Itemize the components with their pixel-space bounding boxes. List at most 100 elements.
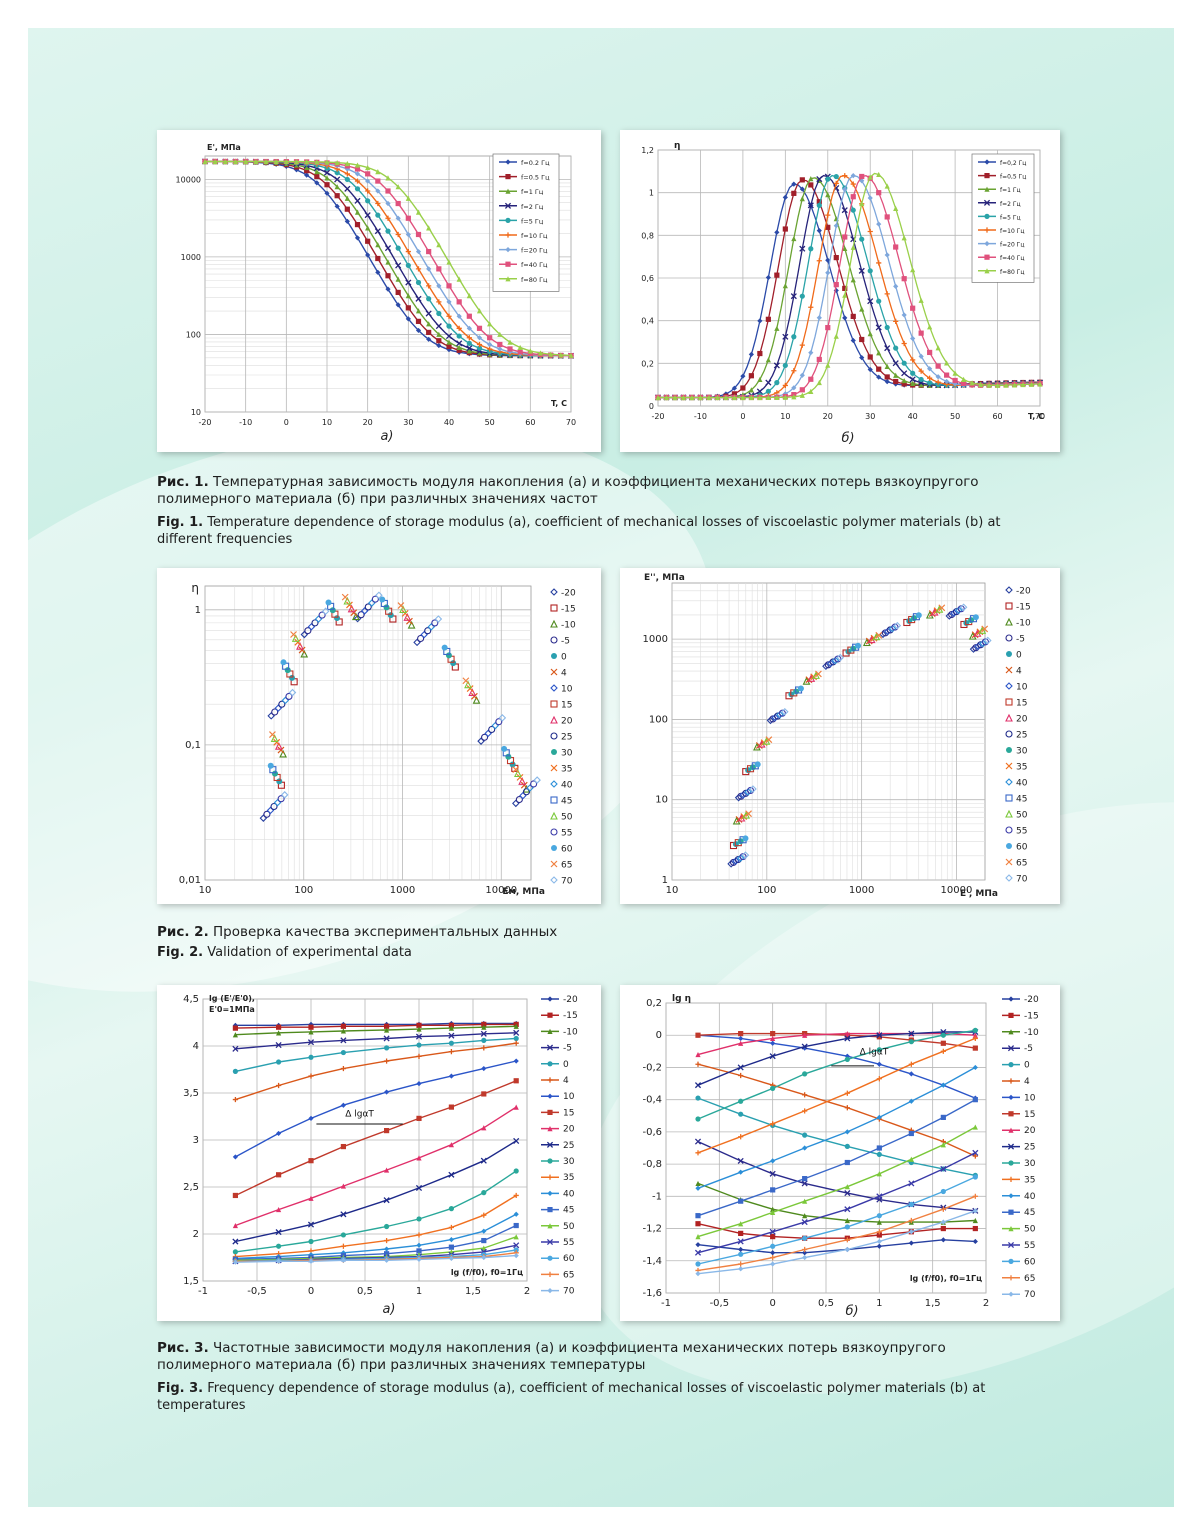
data-point	[825, 362, 831, 368]
data-point	[972, 1149, 979, 1156]
data-point	[488, 725, 496, 734]
data-point	[395, 231, 401, 238]
data-point	[738, 1072, 744, 1079]
data-point	[884, 627, 892, 636]
data-point	[448, 1142, 454, 1148]
data-point	[466, 313, 472, 319]
data-point	[927, 366, 933, 372]
data-point	[466, 685, 474, 692]
data-point	[344, 185, 351, 192]
data-point	[276, 1082, 282, 1089]
data-point	[876, 298, 882, 304]
legend-label: 15	[1024, 1110, 1035, 1120]
y-axis-label: η	[674, 141, 680, 151]
data-point	[844, 1053, 850, 1059]
legend-label: f=0.2 Гц	[521, 159, 550, 167]
data-point	[405, 262, 411, 269]
data-point	[893, 621, 902, 630]
data-point	[202, 158, 208, 165]
data-point	[884, 363, 890, 369]
legend-label: 4	[563, 1076, 569, 1086]
data-point	[901, 370, 908, 377]
data-point	[741, 851, 750, 859]
legend-label: 25	[1024, 1143, 1035, 1153]
data-point	[293, 158, 300, 165]
caption-number: Рис. 2.	[157, 924, 209, 940]
data-point	[364, 212, 371, 219]
data-point	[481, 1065, 487, 1072]
legend-label: 70	[1016, 875, 1028, 885]
data-point	[232, 1096, 238, 1103]
data-point	[867, 354, 873, 360]
data-point	[384, 1257, 390, 1263]
x-tick-label: 2	[524, 1286, 530, 1297]
data-point	[232, 1154, 238, 1160]
data-point	[799, 177, 805, 183]
data-point	[384, 245, 392, 252]
plot-area	[671, 582, 986, 881]
data-point	[770, 1254, 776, 1261]
data-point	[672, 394, 678, 401]
data-point	[884, 252, 890, 258]
legend-label: 30	[563, 1157, 575, 1167]
panel-label: б)	[845, 1304, 858, 1319]
legend-marker	[547, 1158, 553, 1164]
data-point	[972, 1174, 978, 1180]
x-tick-label: 100	[757, 885, 776, 896]
data-point	[232, 158, 239, 165]
data-point	[468, 688, 477, 696]
data-point	[395, 245, 401, 251]
data-point	[344, 176, 350, 183]
legend-label: f=5 Гц	[521, 217, 544, 225]
data-point	[354, 162, 361, 168]
panel-label: б)	[841, 431, 854, 446]
legend-label: 50	[563, 1222, 575, 1232]
data-point	[876, 1232, 882, 1238]
data-point	[694, 1138, 702, 1145]
legend-marker	[550, 588, 558, 596]
data-point	[466, 325, 472, 331]
x-axis-label: lg (f/f0), f0=1Гц	[451, 1268, 523, 1277]
data-point	[476, 345, 483, 351]
data-point	[340, 1211, 347, 1218]
data-point	[480, 1030, 487, 1037]
data-point	[385, 228, 391, 234]
data-point	[797, 685, 804, 692]
legend-label: 50	[1024, 1225, 1036, 1235]
legend-label: 45	[1024, 1208, 1035, 1218]
data-point	[876, 1193, 883, 1200]
data-point	[765, 394, 771, 401]
data-point	[334, 170, 340, 176]
data-point	[918, 376, 924, 383]
data-point	[655, 394, 661, 401]
data-point	[876, 221, 882, 227]
data-point	[426, 283, 432, 289]
data-point	[385, 175, 391, 181]
data-point	[738, 1040, 744, 1046]
data-point	[799, 196, 805, 202]
data-point	[416, 1081, 422, 1087]
data-point	[770, 1206, 776, 1212]
legend-marker	[1007, 1241, 1015, 1249]
panel-label: а)	[380, 429, 393, 444]
data-point	[802, 1254, 808, 1261]
data-point	[876, 1213, 882, 1219]
legend-label: 65	[563, 1270, 574, 1280]
data-point	[314, 173, 320, 180]
figure-1-caption-ru: Рис. 1. Температурная зависимость модуля…	[157, 474, 1037, 508]
data-point	[969, 380, 975, 386]
data-point	[680, 394, 687, 401]
legend-label: 15	[561, 701, 572, 711]
data-point	[384, 1251, 390, 1257]
data-point	[446, 343, 452, 350]
y-tick-label: 100	[186, 330, 201, 339]
data-point	[481, 1228, 487, 1234]
data-point	[972, 1064, 978, 1071]
data-point	[774, 272, 780, 278]
data-point	[415, 1033, 423, 1040]
data-point	[807, 202, 814, 209]
data-point	[981, 638, 989, 646]
data-point	[695, 1242, 701, 1248]
data-point	[952, 370, 958, 376]
